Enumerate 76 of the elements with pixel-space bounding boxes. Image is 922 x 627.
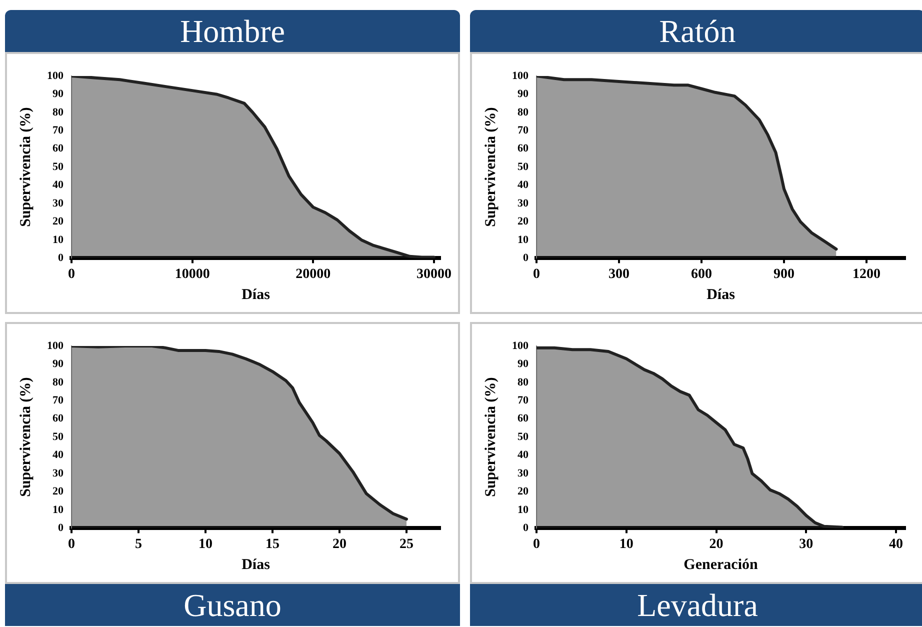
x-tick-label: 25	[400, 537, 414, 552]
y-tick-label: 50	[52, 160, 64, 173]
y-tick-label: 10	[52, 504, 64, 516]
y-tick-label: 70	[518, 124, 529, 137]
x-tick-label: 20	[332, 537, 346, 552]
y-tick-label: 70	[518, 394, 529, 407]
y-tick-label: 0	[523, 252, 529, 264]
y-tick-label: 0	[58, 252, 64, 264]
y-tick-label: 60	[518, 142, 529, 155]
y-axis-title: Supervivencia (%)	[482, 377, 499, 497]
y-tick-label: 30	[518, 197, 529, 210]
x-tick-label: 0	[68, 267, 75, 282]
y-tick-label: 10	[518, 504, 529, 516]
y-tick-label: 20	[52, 216, 64, 228]
y-tick-label: 0	[523, 522, 529, 534]
x-tick-label: 600	[691, 267, 712, 282]
y-tick-label: 100	[47, 340, 64, 352]
y-tick-label: 20	[518, 216, 529, 228]
y-tick-label: 60	[52, 142, 64, 155]
y-tick-label: 20	[518, 486, 529, 498]
x-tick-label: 20	[709, 537, 724, 552]
y-tick-label: 10	[52, 234, 64, 246]
y-tick-label: 70	[52, 394, 64, 407]
y-tick-label: 60	[518, 412, 529, 425]
x-axis-title: Días	[706, 286, 736, 303]
y-tick-label: 40	[518, 179, 529, 192]
x-tick-label: 10000	[174, 267, 210, 282]
y-tick-label: 40	[52, 179, 64, 192]
x-axis-title: Días	[242, 286, 270, 303]
y-tick-label: 50	[52, 430, 64, 443]
y-tick-label: 30	[52, 467, 64, 480]
y-tick-label: 30	[52, 197, 64, 210]
y-tick-label: 10	[518, 234, 529, 246]
x-axis-title: Generación	[684, 556, 758, 573]
y-tick-label: 90	[518, 358, 529, 370]
x-tick-label: 0	[533, 267, 540, 282]
x-tick-label: 30000	[416, 267, 452, 282]
y-tick-label: 80	[518, 376, 529, 388]
x-tick-label: 40	[889, 537, 904, 552]
y-tick-label: 0	[58, 522, 64, 534]
y-tick-label: 90	[518, 88, 529, 100]
y-tick-label: 80	[518, 106, 529, 118]
y-tick-label: 90	[52, 88, 64, 100]
y-tick-label: 20	[52, 486, 64, 498]
x-tick-label: 10	[198, 537, 212, 552]
x-axis-title: Días	[242, 556, 270, 573]
x-tick-label: 1200	[852, 267, 880, 282]
text: Gusano	[5, 584, 460, 626]
chart-title: Ratón	[470, 10, 922, 52]
y-axis-title: Supervivencia (%)	[18, 377, 34, 497]
x-tick-label: 0	[68, 537, 75, 552]
x-tick-label: 20000	[296, 267, 331, 282]
text: Levadura	[470, 584, 922, 626]
x-tick-label: 5	[135, 537, 142, 552]
y-tick-label: 30	[518, 467, 529, 480]
y-axis-title: Supervivencia (%)	[482, 107, 499, 227]
x-tick-label: 300	[608, 267, 630, 282]
y-tick-label: 60	[52, 412, 64, 425]
y-tick-label: 50	[518, 160, 529, 173]
y-tick-label: 40	[52, 449, 64, 462]
x-tick-label: 10	[619, 537, 634, 552]
y-axis-title: Supervivencia (%)	[18, 107, 34, 227]
chart-title: Hombre	[5, 10, 460, 52]
y-tick-label: 40	[518, 449, 529, 462]
y-tick-label: 100	[512, 340, 529, 352]
y-tick-label: 50	[518, 430, 529, 443]
x-tick-label: 30	[799, 537, 814, 552]
x-tick-label: 15	[266, 537, 280, 552]
y-tick-label: 70	[52, 124, 64, 137]
y-tick-label: 80	[52, 376, 64, 388]
x-tick-label: 900	[774, 267, 794, 282]
x-tick-label: 0	[533, 537, 540, 552]
y-tick-label: 100	[47, 70, 64, 82]
y-tick-label: 90	[52, 358, 64, 370]
y-tick-label: 80	[52, 106, 64, 118]
y-tick-label: 100	[512, 70, 529, 82]
